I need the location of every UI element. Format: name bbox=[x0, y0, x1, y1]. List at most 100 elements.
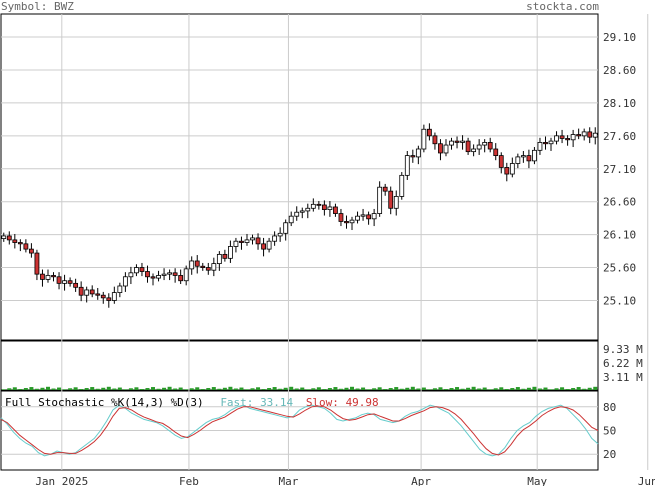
up-candle bbox=[299, 210, 305, 213]
volume-bar bbox=[587, 387, 592, 390]
volume-bar bbox=[427, 389, 432, 390]
volume-bar bbox=[421, 387, 426, 390]
volume-bar bbox=[549, 389, 554, 390]
volume-panel bbox=[0, 340, 599, 391]
up-candle bbox=[476, 144, 482, 150]
up-candle bbox=[377, 186, 383, 214]
down-candle bbox=[366, 214, 371, 220]
up-candle bbox=[515, 156, 521, 164]
stochastic-tick-label: 80 bbox=[603, 401, 616, 414]
down-candle bbox=[172, 272, 178, 276]
volume-bar bbox=[79, 389, 84, 390]
volume-bar bbox=[90, 387, 95, 390]
up-candle bbox=[360, 214, 366, 217]
month-label: Jan 2025 bbox=[35, 475, 88, 486]
price-panel bbox=[0, 13, 599, 341]
volume-bar bbox=[29, 387, 34, 390]
up-candle bbox=[244, 239, 250, 243]
volume-bar bbox=[560, 387, 565, 390]
volume-bar bbox=[394, 387, 399, 390]
up-candle bbox=[509, 163, 515, 175]
down-candle bbox=[498, 155, 504, 168]
volume-bar bbox=[582, 388, 587, 390]
up-candle bbox=[393, 196, 399, 209]
down-candle bbox=[338, 213, 344, 222]
volume-bar bbox=[7, 388, 12, 390]
volume-bar bbox=[521, 388, 526, 390]
stochastic-tick-label: 20 bbox=[603, 448, 616, 461]
volume-bar bbox=[355, 388, 360, 390]
volume-bar bbox=[178, 387, 183, 390]
volume-bar bbox=[333, 387, 338, 390]
up-candle bbox=[449, 140, 454, 146]
volume-bar bbox=[383, 389, 388, 390]
up-candle bbox=[167, 272, 172, 275]
down-candle bbox=[51, 275, 56, 278]
volume-bar bbox=[593, 386, 598, 390]
up-candle bbox=[233, 240, 239, 247]
volume-bar bbox=[460, 388, 465, 390]
volume-bar bbox=[57, 387, 62, 390]
volume-bar bbox=[228, 386, 233, 390]
down-candle bbox=[139, 267, 145, 272]
up-candle bbox=[272, 235, 278, 242]
month-label: Feb bbox=[179, 475, 199, 486]
volume-bar bbox=[432, 388, 437, 390]
site-brand: stockta.com bbox=[526, 0, 599, 13]
up-candle bbox=[288, 215, 294, 224]
volume-bar bbox=[565, 389, 570, 390]
volume-bar bbox=[449, 388, 454, 390]
down-candle bbox=[382, 186, 388, 192]
volume-bar bbox=[327, 388, 332, 390]
down-candle bbox=[89, 289, 95, 295]
down-candle bbox=[388, 190, 394, 209]
volume-bar bbox=[571, 388, 576, 390]
up-candle bbox=[128, 272, 134, 278]
volume-bar bbox=[106, 386, 111, 390]
up-candle bbox=[537, 142, 543, 151]
volume-bar bbox=[112, 388, 117, 390]
up-candle bbox=[156, 275, 161, 279]
down-candle bbox=[504, 167, 510, 175]
volume-bar bbox=[239, 387, 244, 390]
month-label: Jun bbox=[638, 475, 655, 486]
up-candle bbox=[211, 263, 217, 271]
up-candle bbox=[84, 289, 90, 296]
up-candle bbox=[570, 134, 576, 141]
volume-bar bbox=[206, 388, 211, 390]
down-candle bbox=[222, 253, 228, 259]
volume-bar bbox=[377, 387, 382, 390]
volume-bar bbox=[532, 386, 537, 390]
volume-bar bbox=[338, 388, 343, 390]
volume-bar bbox=[399, 388, 404, 390]
volume-bar bbox=[128, 388, 133, 390]
volume-bar bbox=[289, 386, 294, 390]
volume-bar bbox=[416, 388, 421, 390]
volume-bar bbox=[139, 389, 144, 390]
down-candle bbox=[344, 221, 349, 224]
up-candle bbox=[134, 267, 139, 274]
volume-bar bbox=[537, 388, 542, 390]
volume-bar bbox=[278, 388, 283, 390]
up-candle bbox=[117, 285, 123, 293]
volume-bar bbox=[200, 389, 205, 390]
volume-bar bbox=[305, 389, 310, 390]
up-candle bbox=[349, 219, 355, 224]
volume-bar bbox=[162, 387, 167, 390]
down-candle bbox=[565, 138, 570, 141]
volume-bar bbox=[156, 388, 161, 390]
up-candle bbox=[327, 206, 333, 210]
volume-bar bbox=[466, 387, 471, 390]
down-candle bbox=[316, 203, 322, 206]
up-candle bbox=[305, 207, 311, 212]
volume-bar bbox=[344, 387, 349, 390]
volume-bar bbox=[261, 389, 266, 390]
volume-bar bbox=[526, 387, 531, 390]
volume-bar bbox=[84, 388, 89, 390]
volume-bar bbox=[267, 388, 272, 390]
down-candle bbox=[454, 140, 460, 143]
up-candle bbox=[460, 140, 465, 143]
volume-bar bbox=[62, 389, 67, 390]
volume-bar bbox=[145, 388, 150, 390]
